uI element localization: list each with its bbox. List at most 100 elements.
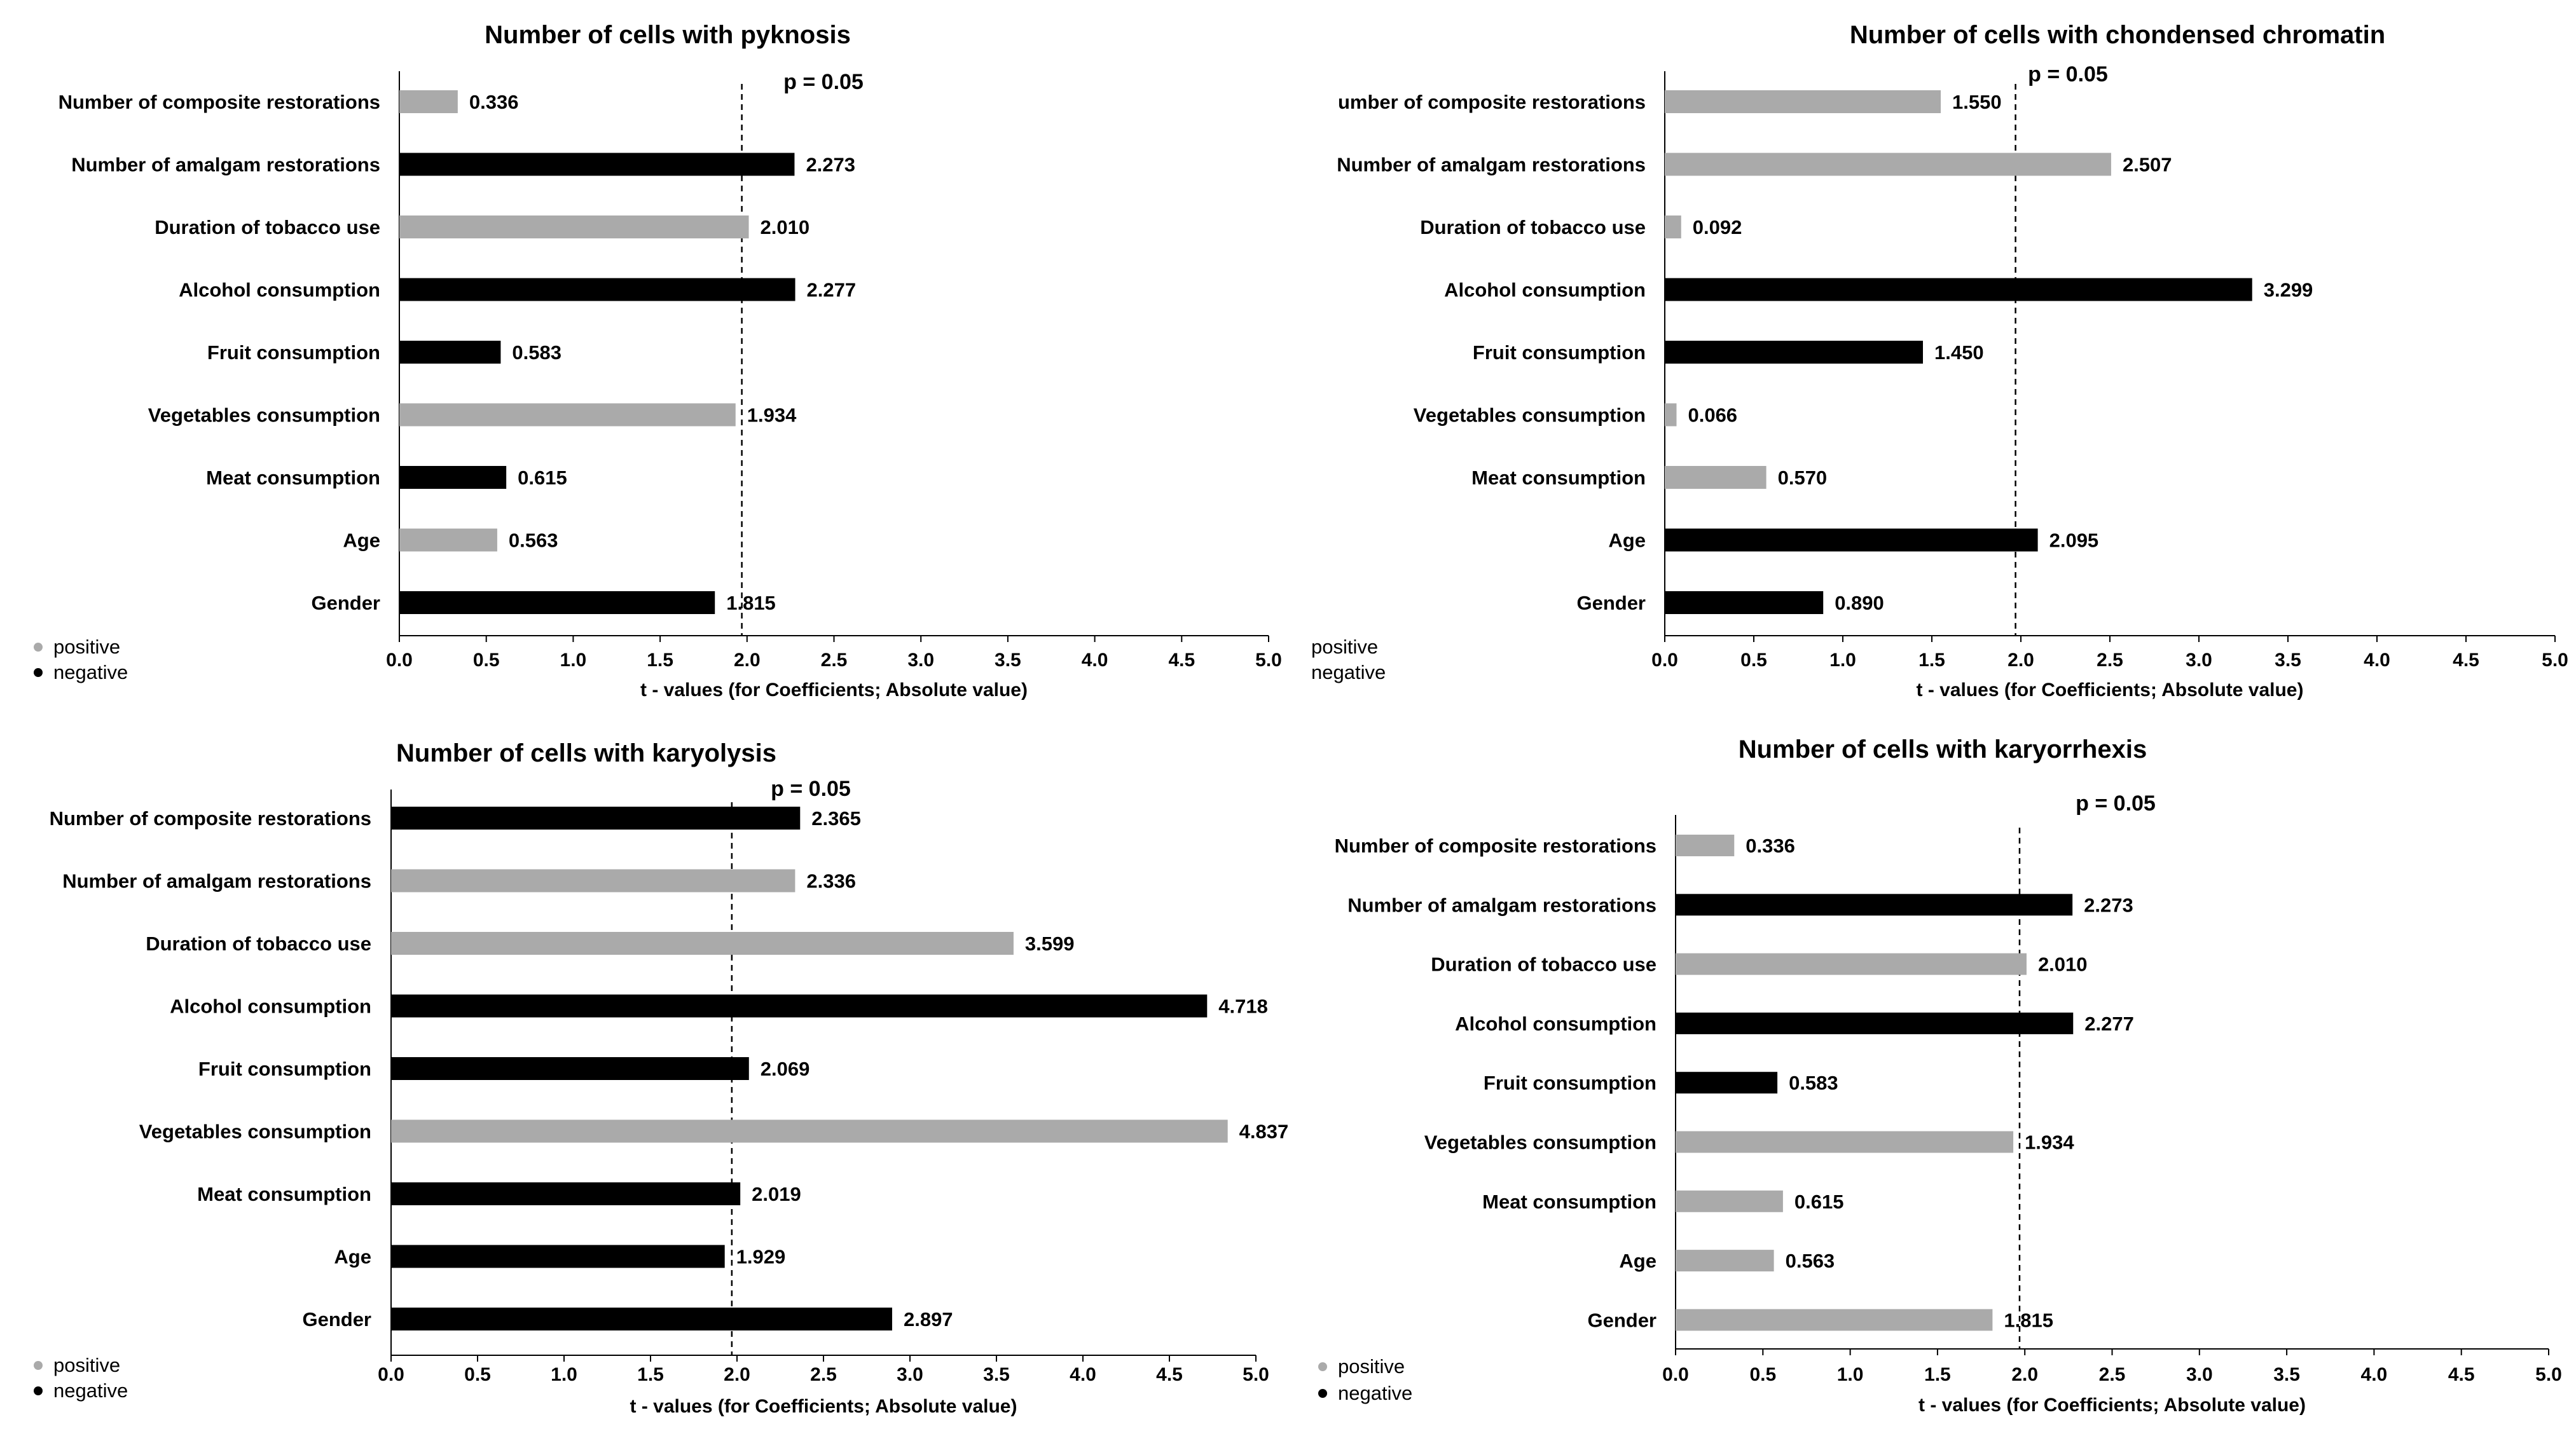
bar-value-label: 2.095 (2049, 530, 2099, 552)
category-label: Gender (311, 592, 380, 614)
legend-label-positive: positive (53, 1354, 120, 1376)
bar-value-label: 2.019 (752, 1183, 801, 1205)
category-label: Vegetables consumption (148, 404, 380, 427)
category-label: Number of amalgam restorations (62, 870, 371, 892)
x-tick-label: 1.0 (1829, 650, 1856, 671)
x-tick-label: 0.0 (378, 1364, 404, 1385)
x-tick-label: 2.0 (2011, 1364, 2038, 1385)
category-label: Alcohol consumption (179, 279, 380, 301)
chart-panel-3: Number of cells with karyolysis 0.0 0.5 1.0… (34, 739, 1288, 1417)
bar-value-label: 0.066 (1688, 404, 1737, 427)
x-tick-label: 2.5 (2099, 1364, 2126, 1385)
legend: positive negative (34, 1354, 128, 1402)
bar-value-label: 0.336 (469, 91, 519, 113)
legend-marker-negative (34, 1386, 43, 1395)
bar-value-label: 0.890 (1835, 592, 1884, 614)
category-label: Meat consumption (1482, 1191, 1656, 1213)
bar-negative (1665, 528, 2038, 552)
x-tick-label: 2.0 (2008, 650, 2034, 671)
bar-value-label: 0.563 (509, 530, 558, 552)
category-label: Fruit consumption (1484, 1072, 1656, 1094)
bar-positive (1665, 466, 1767, 489)
x-tick-label: 3.5 (2273, 1364, 2300, 1385)
category-label: Duration of tobacco use (1431, 954, 1656, 976)
x-tick-label: 0.0 (1651, 650, 1678, 671)
category-label: Gender (1576, 592, 1646, 614)
bar-value-label: 0.583 (1789, 1072, 1838, 1094)
bar-value-label: 2.010 (761, 216, 810, 238)
bar-negative (399, 153, 795, 176)
legend: positive negative (1318, 1355, 1412, 1404)
x-tick-label: 4.5 (2448, 1364, 2475, 1385)
category-label: Fruit consumption (207, 341, 380, 364)
x-tick-label: 3.0 (2186, 1364, 2213, 1385)
x-tick-label: 5.0 (1243, 1364, 1269, 1385)
bar-negative (1676, 894, 2073, 916)
chart-title: Number of cells with pyknosis (485, 21, 851, 49)
category-label: Fruit consumption (1473, 341, 1646, 364)
category-label: Alcohol consumption (170, 995, 371, 1018)
bar-positive (1676, 1250, 1774, 1272)
bar-positive (1676, 1190, 1783, 1212)
chart-panel-1: Number of cells with pyknosis 0.0 0.5 1.0 1.… (34, 21, 1282, 701)
bar-value-label: 1.815 (726, 592, 776, 614)
legend-label-negative: negative (53, 661, 128, 683)
category-label: umber of composite restorations (1338, 91, 1646, 113)
category-label: Gender (1587, 1309, 1656, 1331)
chart-title: Number of cells with karyolysis (396, 739, 776, 767)
threshold-label: p = 0.05 (783, 70, 864, 94)
bar-value-label: 2.010 (2038, 954, 2088, 976)
category-label: Number of amalgam restorations (71, 154, 380, 176)
bar-value-label: 1.550 (1952, 91, 2002, 113)
category-label: Alcohol consumption (1455, 1013, 1656, 1035)
category-label: Vegetables consumption (139, 1121, 371, 1143)
bar-positive (1676, 835, 1735, 856)
x-tick-label: 1.5 (637, 1364, 664, 1385)
x-tick-label: 2.0 (734, 650, 761, 671)
x-tick-label: 0.0 (1662, 1364, 1689, 1385)
x-tick-label: 3.0 (907, 650, 934, 671)
legend-marker-negative (34, 668, 43, 677)
legend-marker-positive (34, 1361, 43, 1370)
x-tick-label: 2.5 (821, 650, 848, 671)
x-tick-label: 0.5 (1749, 1364, 1776, 1385)
x-tick-label: 5.0 (1255, 650, 1282, 671)
legend: positive negative (1311, 636, 1386, 683)
category-label: Meat consumption (206, 467, 380, 489)
bar-positive (391, 932, 1014, 955)
bar-value-label: 0.615 (518, 467, 567, 489)
category-label: Number of amalgam restorations (1347, 894, 1656, 916)
bar-value-label: 0.092 (1693, 216, 1742, 238)
bar-positive (1665, 90, 1941, 113)
bar-negative (399, 341, 501, 364)
category-label: Vegetables consumption (1414, 404, 1646, 427)
bar-negative (1676, 1012, 2074, 1034)
x-tick-label: 4.5 (1168, 650, 1195, 671)
bar-value-label: 0.563 (1786, 1250, 1835, 1272)
bar-negative (391, 1308, 892, 1330)
bar-negative (391, 1057, 749, 1080)
bar-value-label: 2.507 (2123, 154, 2172, 176)
bar-negative (399, 466, 507, 489)
threshold-label: p = 0.05 (2076, 791, 2156, 816)
bar-negative (391, 807, 801, 830)
bar-value-label: 0.615 (1794, 1191, 1844, 1213)
bar-value-label: 2.336 (806, 870, 856, 892)
bar-value-label: 2.277 (2084, 1013, 2134, 1035)
chart-panel-4: Number of cells with karyorrhexis 0.0 0.5 1… (1318, 735, 2562, 1416)
x-tick-label: 1.5 (647, 650, 673, 671)
x-tick-label: 0.0 (386, 650, 413, 671)
bar-value-label: 2.069 (761, 1058, 810, 1080)
category-label: Gender (302, 1308, 371, 1330)
x-tick-label: 0.5 (473, 650, 500, 671)
x-tick-label: 3.5 (995, 650, 1021, 671)
x-axis-label: t - values (for Coefficients; Absolute v… (630, 1396, 1017, 1417)
x-tick-label: 4.0 (2361, 1364, 2388, 1385)
bar-value-label: 0.336 (1746, 835, 1795, 857)
bar-value-label: 3.299 (2264, 279, 2313, 301)
category-label: Fruit consumption (198, 1058, 371, 1080)
bar-negative (391, 994, 1208, 1018)
x-tick-label: 3.0 (2186, 650, 2212, 671)
bar-value-label: 4.718 (1218, 995, 1268, 1018)
bar-negative (399, 278, 796, 301)
